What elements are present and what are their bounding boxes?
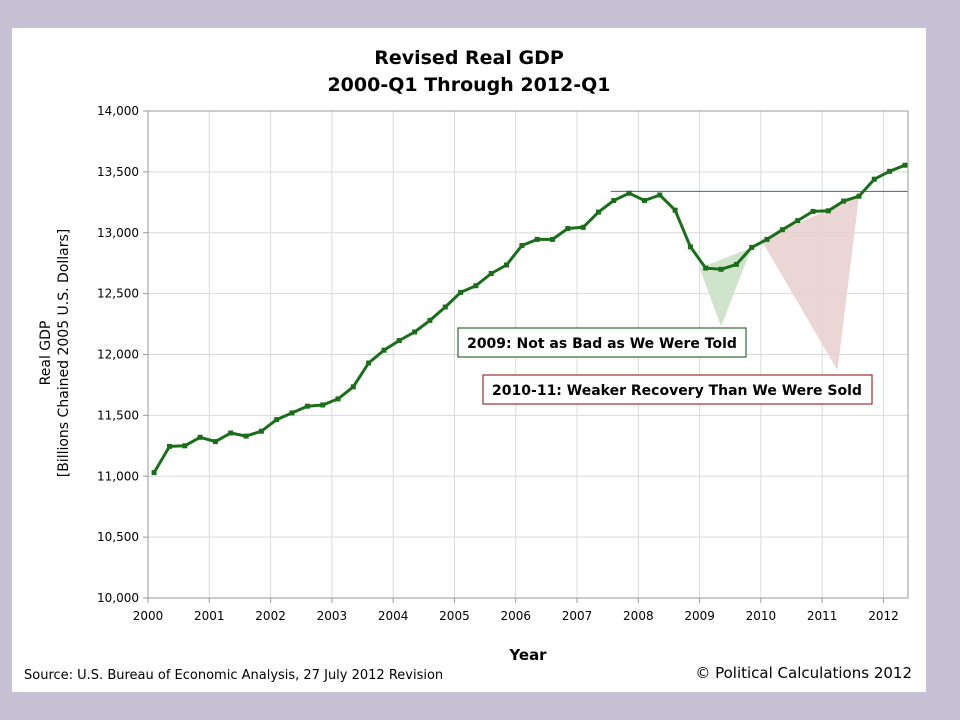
chart-title: Revised Real GDP [374, 47, 564, 69]
gdp-data-point [764, 236, 770, 242]
gdp-data-point [703, 265, 709, 271]
gdp-data-point [182, 443, 188, 449]
gdp-data-point [657, 192, 663, 198]
gdp-data-point [427, 317, 433, 323]
gdp-data-point [366, 360, 372, 366]
gdp-data-point [733, 261, 739, 267]
x-tick-label: 2007 [562, 609, 593, 623]
gdp-data-point [795, 218, 801, 224]
gdp-data-point [274, 417, 280, 423]
gdp-data-point [442, 304, 448, 310]
gdp-data-point [412, 329, 418, 335]
gdp-data-point [473, 283, 479, 289]
y-tick-label: 10,500 [97, 530, 139, 544]
chart-frame: Revised Real GDP 2000-Q1 Through 2012-Q1… [12, 28, 926, 692]
annotation-callout-2010-11: 2010-11: Weaker Recovery Than We Were So… [482, 374, 873, 405]
y-tick-label: 11,000 [97, 469, 139, 483]
gdp-data-point [197, 434, 203, 440]
gdp-data-point [871, 176, 877, 182]
gdp-data-point [596, 209, 601, 215]
gdp-data-point [810, 208, 816, 214]
gdp-data-point [167, 443, 172, 449]
x-tick-label: 2002 [255, 609, 286, 623]
annotation-wedge-0 [699, 247, 752, 327]
y-tick-label: 10,000 [97, 591, 139, 605]
gdp-data-point [841, 198, 847, 204]
annotation-text-2010-11: 2010-11: Weaker Recovery Than We Were So… [492, 383, 862, 399]
plot-area-border [147, 110, 909, 599]
gdp-data-point [550, 236, 555, 242]
gdp-data-point [718, 266, 724, 272]
chart-subtitle: 2000-Q1 Through 2012-Q1 [327, 74, 610, 96]
gdp-data-point [687, 244, 693, 250]
gdp-data-point [825, 208, 831, 214]
gdp-data-point [565, 226, 571, 231]
x-tick-label: 2005 [439, 609, 470, 623]
y-tick-label: 14,000 [97, 104, 139, 118]
gdp-data-point [151, 470, 157, 476]
gdp-data-point [381, 347, 387, 353]
gdp-data-point [396, 338, 402, 343]
gdp-data-point [856, 193, 862, 199]
gdp-data-point [902, 162, 908, 168]
annotation-wedge-1 [760, 196, 859, 371]
gdp-data-point [212, 439, 218, 445]
gdp-data-point [228, 430, 234, 436]
gdp-data-point [488, 271, 494, 276]
gdp-data-point [289, 410, 295, 416]
x-tick-label: 2010 [746, 609, 777, 623]
x-tick-label: 2000 [133, 609, 164, 623]
x-tick-label: 2011 [807, 609, 838, 623]
annotation-text-2009: 2009: Not as Bad as We Were Told [467, 336, 737, 352]
gdp-data-point [672, 207, 678, 213]
y-axis-label-line1: Real GDP [38, 321, 54, 386]
annotation-box-2010-11 [482, 374, 873, 405]
gdp-data-point [642, 198, 647, 203]
x-tick-label: 2012 [868, 609, 899, 623]
x-tick-label: 2009 [684, 609, 715, 623]
gdp-data-point [258, 428, 264, 434]
gdp-data-point [335, 396, 341, 402]
gdp-data-point [611, 198, 617, 203]
gdp-data-point [534, 236, 540, 242]
y-axis-label-line2: [Billions Chained 2005 U.S. Dollars] [56, 229, 72, 478]
series-layer [151, 162, 908, 476]
annotation-box-2009 [457, 327, 747, 358]
y-tick-label: 13,000 [97, 226, 139, 240]
x-tick-label: 2004 [378, 609, 409, 623]
y-tick-label: 11,500 [97, 408, 139, 422]
copyright-note: © Political Calculations 2012 [695, 664, 912, 682]
chart-svg: Revised Real GDP 2000-Q1 Through 2012-Q1… [24, 47, 912, 683]
gdp-data-point [779, 227, 785, 233]
gdp-data-point [626, 190, 632, 196]
gdp-data-point [887, 168, 893, 174]
gdp-data-point [304, 403, 310, 409]
x-tick-label: 2003 [317, 609, 348, 623]
x-axis-label: Year [508, 646, 547, 664]
y-tick-label: 12,500 [97, 287, 139, 301]
y-tick-label: 12,000 [97, 348, 139, 362]
gdp-data-point [350, 384, 356, 390]
x-tick-label: 2001 [194, 609, 225, 623]
tick-label-layer: 10,000 10,500 11,000 11,500 12,000 12,500 13,0… [97, 104, 899, 623]
x-tick-label: 2006 [500, 609, 531, 623]
annotation-callout-2009: 2009: Not as Bad as We Were Told [457, 327, 747, 358]
gdp-series-line [152, 163, 906, 474]
source-note: Source: U.S. Bureau of Economic Analysis… [24, 668, 443, 683]
gdp-data-point [749, 244, 755, 250]
gdp-data-point [504, 262, 509, 268]
x-tick-label: 2008 [623, 609, 654, 623]
y-tick-label: 13,500 [97, 165, 139, 179]
gdp-data-point [458, 289, 464, 295]
gdp-data-point [243, 433, 249, 439]
gdp-data-point [519, 243, 525, 248]
gdp-data-point [580, 224, 586, 230]
gdp-data-point [320, 402, 326, 408]
